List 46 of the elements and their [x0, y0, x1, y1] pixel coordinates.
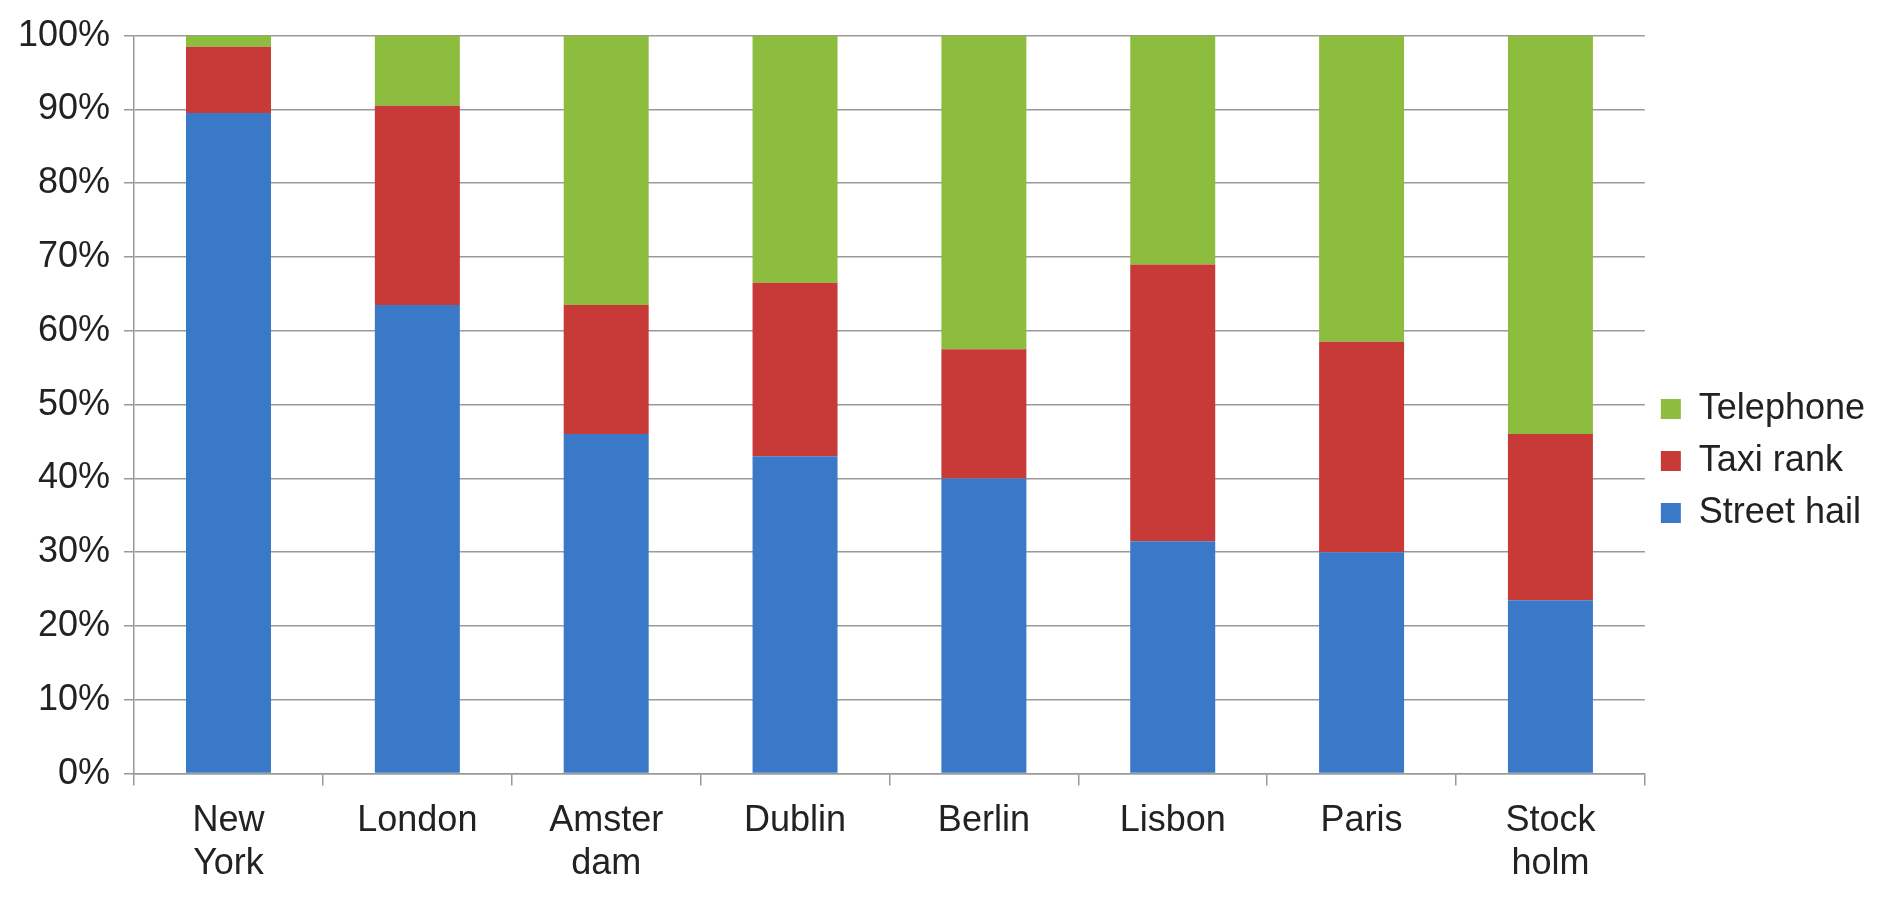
bar	[374, 35, 460, 106]
y-tick-label: 60%	[38, 307, 111, 349]
bar	[563, 304, 649, 435]
bar	[941, 349, 1027, 479]
bar	[563, 434, 649, 773]
bar	[1319, 341, 1405, 553]
x-tick-label: Amster dam	[549, 798, 664, 883]
y-tick-label: 90%	[38, 86, 111, 128]
bar	[1130, 35, 1216, 265]
bar	[374, 105, 460, 305]
bar	[563, 35, 649, 305]
x-tick-label: Stock holm	[1505, 798, 1597, 883]
bar	[1507, 600, 1593, 773]
bar	[186, 113, 271, 773]
bar	[941, 35, 1027, 350]
bar	[1130, 264, 1216, 542]
y-tick-label: 10%	[38, 676, 111, 718]
bar	[374, 304, 460, 773]
x-tick-label: New York	[192, 798, 266, 883]
x-tick-label: Paris	[1320, 798, 1403, 840]
y-tick-label: 80%	[38, 160, 111, 202]
bar	[186, 35, 271, 47]
legend-label: Taxi rank	[1698, 437, 1844, 479]
bar	[1507, 35, 1593, 435]
bar	[1507, 434, 1593, 601]
x-tick-label: Dublin	[744, 798, 847, 840]
bar	[752, 35, 838, 283]
bar	[752, 282, 838, 457]
x-tick-label: London	[357, 798, 478, 840]
legend-label: Street hail	[1698, 489, 1861, 531]
bar	[1319, 552, 1405, 773]
bar	[1319, 35, 1405, 342]
y-tick-label: 30%	[38, 529, 111, 571]
bar	[752, 456, 838, 773]
x-tick-label: Berlin	[937, 798, 1030, 840]
x-tick-label: Lisbon	[1119, 798, 1226, 840]
y-tick-label: 40%	[38, 455, 111, 497]
bar	[1130, 541, 1216, 773]
y-tick-label: 70%	[38, 233, 111, 275]
y-tick-label: 100%	[18, 12, 111, 54]
bar	[186, 46, 271, 114]
bar	[941, 478, 1027, 773]
y-tick-label: 0%	[58, 750, 111, 792]
y-tick-label: 50%	[38, 381, 111, 423]
y-tick-label: 20%	[38, 602, 111, 644]
legend-label: Telephone	[1698, 385, 1866, 427]
